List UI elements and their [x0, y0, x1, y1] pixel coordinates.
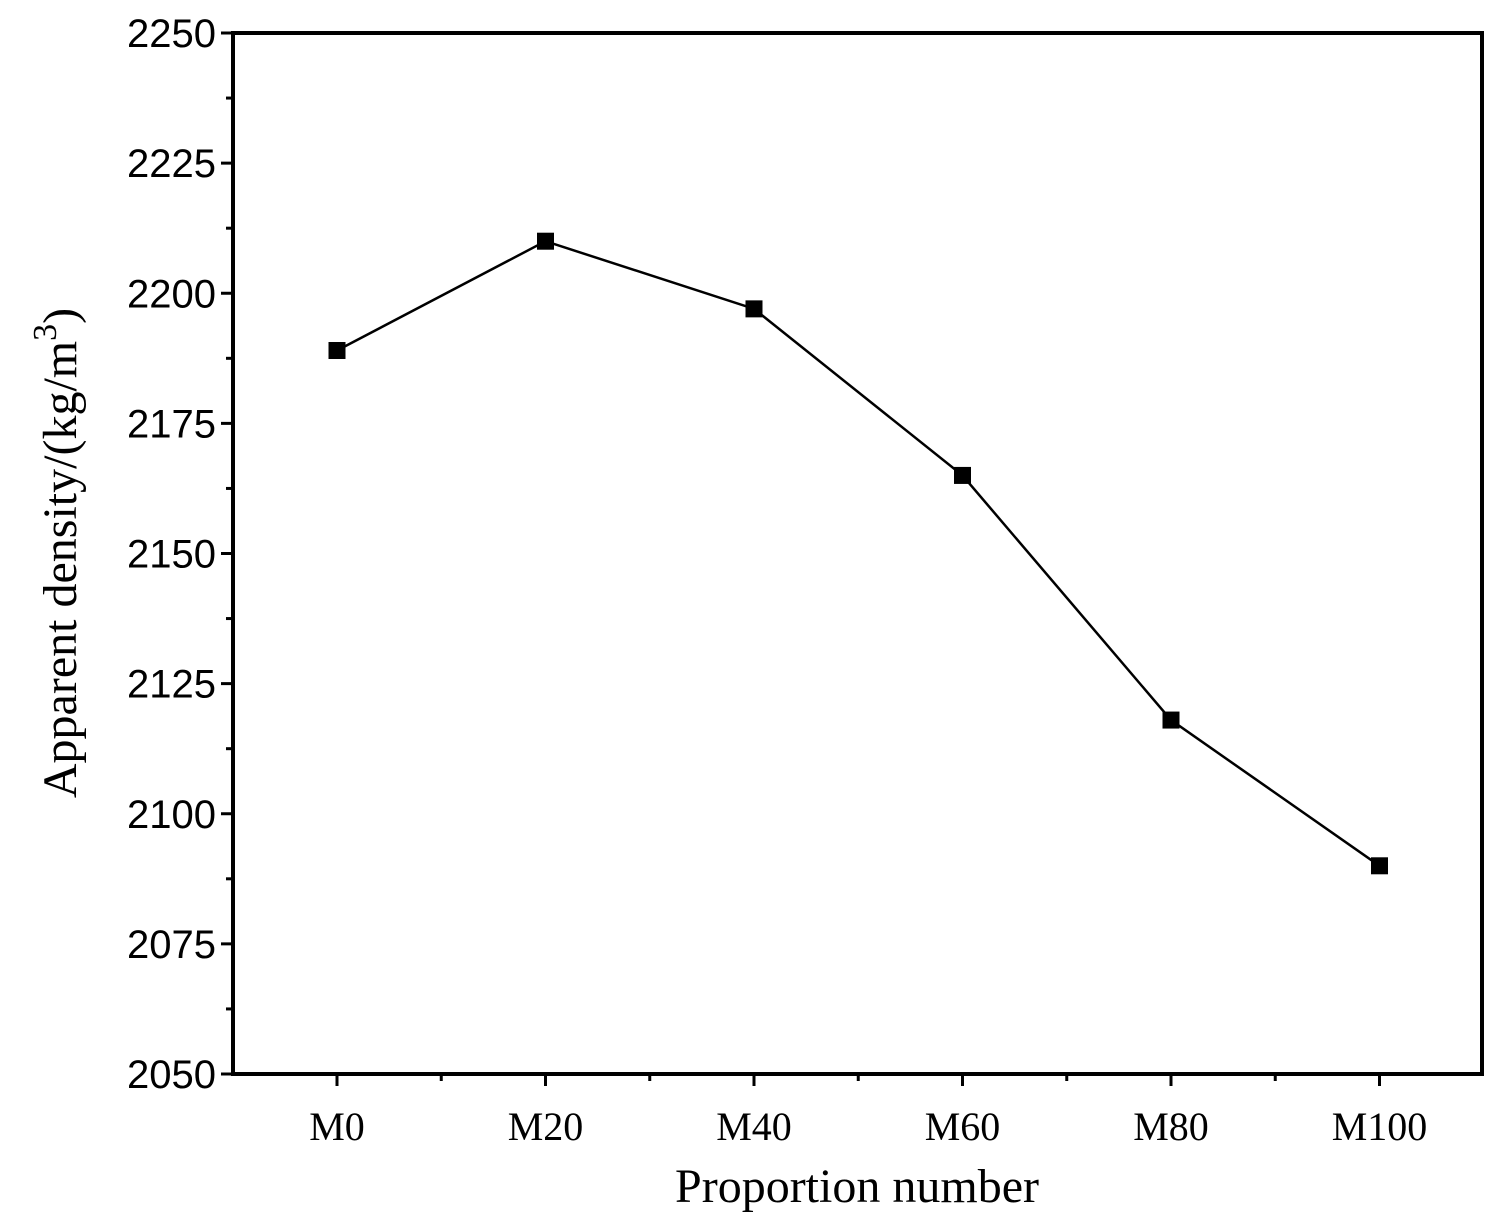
x-tick-label: M20 [508, 1104, 584, 1149]
data-point-marker [537, 232, 554, 250]
series-group [328, 232, 1388, 875]
plot-frame [231, 31, 1484, 1076]
y-tick-label: 2050 [127, 1053, 216, 1097]
series-line [336, 239, 1381, 867]
y-tick-label: 2125 [127, 663, 216, 707]
x-axis-title: Proportion number [675, 1160, 1039, 1213]
y-axis-title-main: Apparent density/(kg/m [34, 341, 87, 798]
x-axis: M0 M20 M40 M60 M80 M100 [309, 1074, 1427, 1149]
x-tick-label: M60 [925, 1104, 1001, 1149]
y-tick-label: 2175 [127, 402, 216, 446]
y-axis-title-suffix: ) [34, 308, 87, 324]
x-tick-label: M80 [1133, 1104, 1209, 1149]
y-tick-label: 2075 [127, 923, 216, 967]
y-tick-label: 2100 [127, 793, 216, 837]
x-tick-label: M100 [1332, 1104, 1428, 1149]
data-point-marker [745, 300, 763, 318]
data-point-marker [954, 466, 971, 484]
y-tick-label: 2250 [127, 12, 216, 56]
y-axis: 2050 2075 2100 2125 2150 2175 2200 2225 2250 [127, 12, 233, 1097]
data-point-marker [1162, 711, 1180, 729]
y-axis-title-superscript: 3 [27, 324, 64, 341]
x-tick-label: M0 [309, 1104, 365, 1149]
data-point-marker [1371, 857, 1388, 875]
y-tick-label: 2150 [127, 533, 216, 577]
y-tick-label: 2200 [127, 272, 216, 316]
y-tick-label: 2225 [127, 142, 216, 186]
x-tick-label: M40 [716, 1104, 792, 1149]
y-axis-title: Apparent density/(kg/m3) [27, 308, 87, 798]
data-point-marker [328, 342, 346, 360]
